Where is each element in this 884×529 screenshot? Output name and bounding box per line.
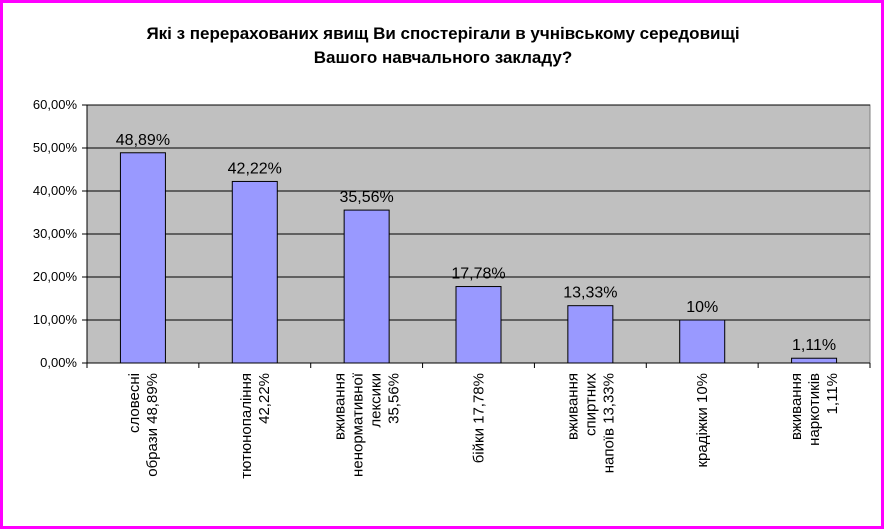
x-category-label: вживання ненормативної лексики 35,56% — [332, 372, 403, 477]
x-category-label-line: спиртних — [582, 373, 599, 437]
y-tick-label: 20,00% — [33, 269, 78, 284]
x-category-label-line: образи 48,89% — [144, 373, 161, 477]
y-tick-label: 30,00% — [33, 226, 78, 241]
bar — [455, 286, 502, 364]
x-category-label-line: 35,56% — [386, 373, 403, 424]
x-axis: словесні образи 48,89% тютюнопаління 42,22%… — [86, 362, 871, 479]
bar — [343, 209, 390, 364]
x-category-label-line: напоїв 13,33% — [600, 373, 617, 473]
x-category-label: тютюнопаління 42,22% — [238, 373, 273, 479]
data-label: 13,33% — [563, 285, 617, 302]
x-category-label-line: вживання — [332, 373, 349, 440]
bars — [119, 152, 838, 364]
bar — [679, 319, 726, 364]
chart-title-line-2: Вашого навчального закладу? — [314, 48, 572, 67]
x-category-label-line: бійки 17,78% — [471, 373, 488, 463]
y-tick-label: 60,00% — [33, 97, 78, 112]
x-category-label-line: ненормативної — [350, 372, 367, 477]
chart-title-line-1: Які з перерахованих явищ Ви спостерігали… — [146, 24, 739, 43]
bar — [231, 180, 278, 364]
x-category-label-line: вживання — [564, 373, 581, 440]
data-label: 1,11% — [792, 337, 836, 354]
data-label: 10% — [686, 299, 718, 316]
bar — [119, 152, 166, 364]
data-label: 35,56% — [340, 189, 394, 206]
x-category-label-line: словесні — [126, 373, 143, 433]
x-category-label-line: вживання — [788, 373, 805, 440]
x-category-label: вживання спиртних напоїв 13,33% — [564, 373, 617, 474]
y-axis: 0,00% 10,00% 20,00% 30,00% 40,00% 50,00% 60,00… — [33, 97, 88, 370]
y-tick-label: 40,00% — [33, 183, 78, 198]
x-category-label-line: 42,22% — [256, 373, 273, 424]
y-tick-label: 50,00% — [33, 140, 78, 155]
x-category-label-line: лексики — [368, 373, 385, 428]
x-category-label-line: наркотиків — [806, 373, 823, 446]
x-category-label-line: тютюнопаління — [238, 373, 255, 479]
y-tick-label: 10,00% — [33, 312, 78, 327]
x-category-label-line: крадіжки 10% — [694, 373, 711, 468]
data-label: 42,22% — [228, 160, 282, 177]
x-category-label: вживання наркотиків 1,11% — [788, 373, 841, 446]
y-tick-label: 0,00% — [40, 355, 77, 370]
data-label: 48,89% — [116, 132, 170, 149]
x-category-label-line: 1,11% — [824, 373, 841, 414]
data-label: 17,78% — [451, 266, 505, 283]
x-category-label: словесні образи 48,89% — [126, 373, 161, 477]
bar — [567, 305, 614, 364]
x-category-label: бійки 17,78% — [471, 373, 488, 463]
bar-chart: Які з перерахованих явищ Ви спостерігали… — [33, 24, 871, 479]
data-labels: 48,89% 42,22% 35,56% 17,78% 13,33% 10% 1,11% — [116, 132, 836, 354]
x-category-label: крадіжки 10% — [694, 373, 711, 468]
bar — [791, 357, 838, 364]
